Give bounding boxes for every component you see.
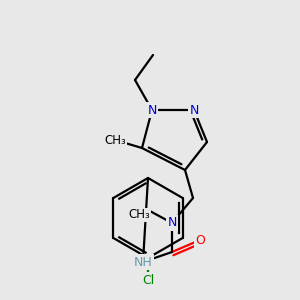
Text: N: N xyxy=(147,103,157,116)
Text: N: N xyxy=(189,103,199,116)
Text: Cl: Cl xyxy=(142,274,154,286)
Text: CH₃: CH₃ xyxy=(128,208,150,221)
Text: N: N xyxy=(167,217,177,230)
Text: NH: NH xyxy=(134,256,152,268)
Text: CH₃: CH₃ xyxy=(104,134,126,146)
Text: O: O xyxy=(195,233,205,247)
